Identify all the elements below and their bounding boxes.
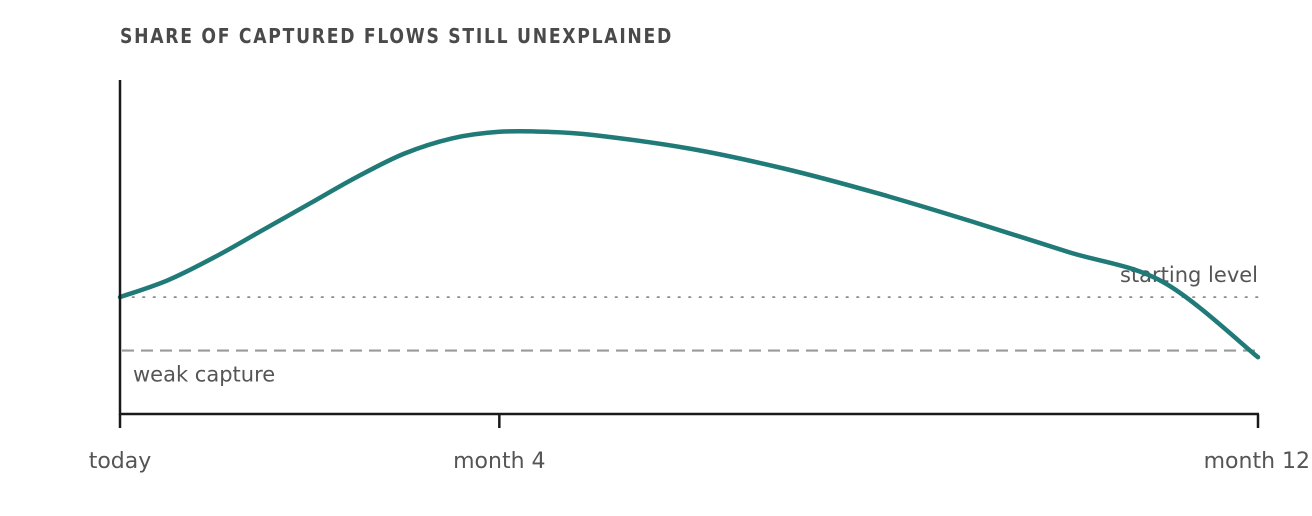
starting-level-label: starting level bbox=[1120, 263, 1258, 287]
series-line-0 bbox=[117, 128, 1261, 360]
x-tick-label-today: today bbox=[89, 449, 152, 474]
chart-title: SHARE OF CAPTURED FLOWS STILL UNEXPLAINE… bbox=[120, 24, 674, 48]
weak-capture-label: weak capture bbox=[133, 363, 275, 387]
axes bbox=[118, 80, 1259, 416]
x-tick-label-month-12: month 12 bbox=[1204, 449, 1310, 474]
reference-lines: starting level weak capture bbox=[121, 263, 1259, 387]
x-axis-ticks: today month 4 month 12 bbox=[89, 414, 1310, 474]
series-layer bbox=[117, 128, 1261, 360]
x-tick-label-month-4: month 4 bbox=[453, 449, 545, 474]
